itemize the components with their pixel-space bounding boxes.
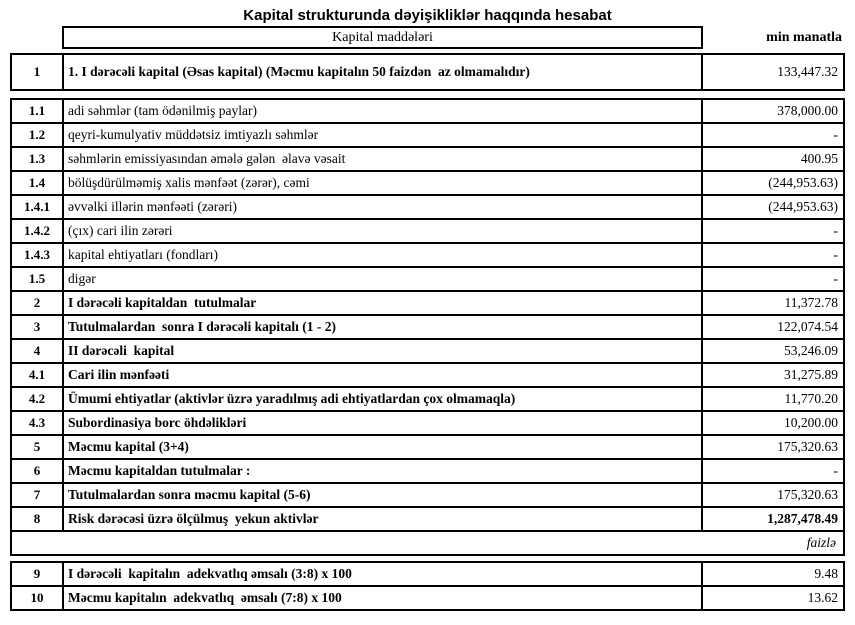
header-unit-label: min manatla: [766, 29, 842, 45]
table-row: 1.5 digər -: [10, 266, 845, 292]
capital-structure-table: Kapital maddələri min manatla 1 1. I dərə…: [10, 26, 845, 611]
row-label-cell: Subordinasiya borc öhdəlikləri: [64, 412, 703, 434]
row-label-cell: Ümumi ehtiyatlar (aktivlər üzrə yaradılm…: [64, 388, 703, 410]
row-label-cell: əvvəlki illərin mənfəəti (zərəri): [64, 196, 703, 218]
table-row: 7 Tutulmalardan sonra məcmu kapital (5-6)…: [10, 482, 845, 508]
table-header-row: Kapital maddələri min manatla: [62, 26, 845, 49]
row-number-cell: 1.4.1: [12, 196, 64, 218]
table-row: 1.4.3 kapital ehtiyatları (fondları) -: [10, 242, 845, 268]
row-value-cell: 11,372.78: [784, 295, 839, 310]
row-label-cell: (çıx) cari ilin zərəri: [64, 220, 703, 242]
row-number-cell: 8: [12, 508, 64, 530]
row-value-cell: 13.62: [807, 590, 838, 605]
row-label-cell: Tutulmalardan sonra məcmu kapital (5-6): [64, 484, 703, 506]
row-value-cell: (244,953.63): [768, 199, 838, 214]
table-row: 1.4.2 (çıx) cari ilin zərəri -: [10, 218, 845, 244]
table-row: 3 Tutulmalardan sonra I dərəcəli kapitalı…: [10, 314, 845, 340]
row-value-cell: -: [833, 247, 839, 262]
row-number-cell: 1.3: [12, 148, 64, 170]
row-label-cell: II dərəcəli kapital: [64, 340, 703, 362]
row-number-cell: 9: [12, 563, 64, 585]
row-number-cell: 7: [12, 484, 64, 506]
table-row: 1.1 adi səhmlər (tam ödənilmiş paylar) 378…: [10, 98, 845, 124]
unit-row-label: faizlə: [806, 535, 836, 550]
row-label-cell: 1. I dərəcəli kapital (Əsas kapital) (Mə…: [64, 55, 703, 89]
row-number-cell: 1: [12, 55, 64, 89]
row-value-cell: 400.95: [800, 151, 838, 166]
row-value-cell: 1,287,478.49: [767, 511, 838, 526]
report-title: Kapital strukturunda dəyişikliklər haqqı…: [243, 7, 612, 24]
table-row: 4 II dərəcəli kapital 53,246.09: [10, 338, 845, 364]
table-row: 1.4 bölüşdürülməmiş xalis mənfəət (zərər)…: [10, 170, 845, 196]
table-row: 1 1. I dərəcəli kapital (Əsas kapital) (M…: [10, 53, 845, 91]
row-number-cell: 3: [12, 316, 64, 338]
row-label-cell: digər: [64, 268, 703, 290]
row-label-cell: səhmlərin emissiyasından əmələ gələn əla…: [64, 148, 703, 170]
row-number-cell: 10: [12, 587, 64, 609]
row-value-cell: 11,770.20: [784, 391, 839, 406]
row-number-cell: 4: [12, 340, 64, 362]
row-label-cell: I dərəcəli kapitaldan tutulmalar: [64, 292, 703, 314]
table-row: 10 Məcmu kapitalın adekvatlıq əmsalı (7:8…: [10, 585, 845, 611]
row-value-cell: 133,447.32: [777, 64, 838, 79]
table-row: 4.2 Ümumi ehtiyatlar (aktivlər üzrə yarad…: [10, 386, 845, 412]
row-label-cell: Məcmu kapital (3+4): [64, 436, 703, 458]
table-row: 1.4.1 əvvəlki illərin mənfəəti (zərəri) (2…: [10, 194, 845, 220]
row-number-cell: 4.3: [12, 412, 64, 434]
row-value-cell: -: [833, 271, 839, 286]
row-label-cell: I dərəcəli kapitalın adekvatlıq əmsalı (…: [64, 563, 703, 585]
row-value-cell: 53,246.09: [784, 343, 838, 358]
row-label-cell: Məcmu kapitaldan tutulmalar :: [64, 460, 703, 482]
table-row: 4.1 Cari ilin mənfəəti 31,275.89: [10, 362, 845, 388]
table-row: 1.2 qeyri-kumulyativ müddətsiz imtiyazlı …: [10, 122, 845, 148]
row-value-cell: 10,200.00: [784, 415, 838, 430]
row-label-cell: Cari ilin mənfəəti: [64, 364, 703, 386]
row-value-cell: 175,320.63: [777, 487, 838, 502]
row-number-cell: 1.2: [12, 124, 64, 146]
header-items-label: Kapital maddələri: [62, 26, 703, 49]
row-number-cell: 4.1: [12, 364, 64, 386]
row-label-cell: Tutulmalardan sonra I dərəcəli kapitalı …: [64, 316, 703, 338]
row-value-cell: (244,953.63): [768, 175, 838, 190]
row-number-cell: 1.4: [12, 172, 64, 194]
row-value-cell: 378,000.00: [777, 103, 838, 118]
row-value-cell: -: [833, 127, 839, 142]
row-number-cell: 4.2: [12, 388, 64, 410]
table-row: 4.3 Subordinasiya borc öhdəlikləri 10,200.…: [10, 410, 845, 436]
row-label-cell: Risk dərəcəsi üzrə ölçülmuş yekun aktivl…: [64, 508, 703, 530]
unit-row: faizlə: [10, 530, 845, 556]
row-number-cell: 2: [12, 292, 64, 314]
row-value-cell: 175,320.63: [777, 439, 838, 454]
row-value-cell: -: [833, 463, 839, 478]
row-number-cell: 6: [12, 460, 64, 482]
table-row: 6 Məcmu kapitaldan tutulmalar : -: [10, 458, 845, 484]
row-label-cell: Məcmu kapitalın adekvatlıq əmsalı (7:8) …: [64, 587, 703, 609]
row-number-cell: 1.4.2: [12, 220, 64, 242]
table-row: 5 Məcmu kapital (3+4) 175,320.63: [10, 434, 845, 460]
row-label-cell: qeyri-kumulyativ müddətsiz imtiyazlı səh…: [64, 124, 703, 146]
row-value-cell: 122,074.54: [777, 319, 838, 334]
row-number-cell: 1.5: [12, 268, 64, 290]
row-value-cell: -: [833, 223, 839, 238]
row-label-cell: kapital ehtiyatları (fondları): [64, 244, 703, 266]
table-row: 1.3 səhmlərin emissiyasından əmələ gələn …: [10, 146, 845, 172]
row-value-cell: 31,275.89: [784, 367, 838, 382]
table-body: 1 1. I dərəcəli kapital (Əsas kapital) (M…: [10, 53, 845, 611]
row-label-cell: bölüşdürülməmiş xalis mənfəət (zərər), c…: [64, 172, 703, 194]
row-value-cell: 9.48: [814, 566, 838, 581]
table-row: 8 Risk dərəcəsi üzrə ölçülmuş yekun aktiv…: [10, 506, 845, 532]
row-label-cell: adi səhmlər (tam ödənilmiş paylar): [64, 100, 703, 122]
row-number-cell: 1.1: [12, 100, 64, 122]
row-number-cell: 5: [12, 436, 64, 458]
row-number-cell: 1.4.3: [12, 244, 64, 266]
